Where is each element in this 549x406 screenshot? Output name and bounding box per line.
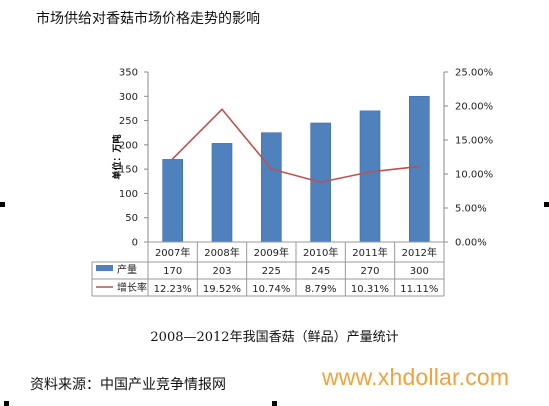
- bar-1: [211, 143, 233, 243]
- growth-point-5: [418, 165, 421, 168]
- page-title: 市场供给对香菇市场价格走势的影响: [36, 11, 260, 27]
- table-value-output-1: 203: [212, 266, 231, 277]
- right-tick-label-0: 0.00%: [455, 238, 487, 249]
- growth-point-2: [270, 168, 273, 170]
- right-tick-label-2: 10.00%: [455, 170, 493, 181]
- left-tick-label-0: 0: [132, 238, 138, 249]
- bar-2: [261, 132, 282, 243]
- corner-mark-bottom-center: [272, 401, 277, 406]
- left-tick-label-6: 300: [119, 92, 138, 103]
- table-value-growth-5: 11.11%: [400, 284, 438, 295]
- legend-line-label: 增长率: [117, 281, 147, 294]
- table-value-output-4: 270: [360, 266, 379, 277]
- growth-point-4: [369, 171, 371, 173]
- table-value-growth-3: 8.79%: [305, 284, 337, 295]
- watermark: www.xhdollar.com: [322, 364, 510, 390]
- bar-4: [359, 110, 381, 243]
- chart-caption: 2008—2012年我国香菇（鲜品）产量统计: [150, 330, 399, 345]
- x-tick-label-1: 2008年: [204, 246, 239, 259]
- growth-point-1: [221, 108, 223, 111]
- table-value-output-2: 225: [262, 266, 281, 277]
- growth-point-3: [319, 181, 322, 184]
- x-tick-label-3: 2010年: [303, 246, 338, 259]
- corner-mark-right: [544, 202, 549, 207]
- x-tick-label-0: 2007年: [155, 246, 190, 259]
- bar-5: [409, 95, 430, 243]
- source-note: 资料来源：中国产业竞争情报网: [30, 377, 226, 393]
- table-value-growth-4: 10.31%: [351, 284, 389, 295]
- growth-line: [172, 108, 420, 184]
- y-axis-label: 单位：万吨: [111, 134, 123, 179]
- x-tick-label-2: 2009年: [254, 246, 289, 259]
- left-tick-label-2: 100: [119, 189, 138, 200]
- table-value-growth-0: 12.23%: [154, 284, 192, 295]
- right-tick-label-5: 25.00%: [455, 68, 493, 79]
- left-tick-label-3: 150: [119, 165, 138, 176]
- legend-bar-label: 产量: [117, 263, 137, 276]
- corner-mark-left: [0, 202, 5, 207]
- table-value-output-0: 170: [163, 266, 182, 277]
- table-value-output-3: 245: [311, 266, 330, 277]
- growth-point-0: [171, 158, 174, 160]
- right-tick-label-1: 5.00%: [455, 204, 487, 215]
- left-tick-label-1: 50: [125, 213, 138, 224]
- table-value-growth-2: 10.74%: [252, 284, 290, 295]
- right-tick-label-3: 15.00%: [455, 136, 493, 147]
- left-tick-label-5: 250: [119, 116, 138, 127]
- left-tick-label-7: 350: [119, 68, 138, 79]
- legend-bar-swatch: [96, 265, 113, 271]
- left-tick-label-4: 200: [119, 140, 138, 151]
- right-tick-label-4: 20.00%: [455, 102, 493, 113]
- x-tick-label-4: 2011年: [352, 246, 387, 259]
- table-value-growth-1: 19.52%: [203, 284, 241, 295]
- corner-mark-bottom-left: [4, 401, 9, 406]
- table-value-output-5: 300: [410, 266, 429, 277]
- bar-0: [162, 159, 183, 243]
- x-tick-label-5: 2012年: [402, 246, 437, 259]
